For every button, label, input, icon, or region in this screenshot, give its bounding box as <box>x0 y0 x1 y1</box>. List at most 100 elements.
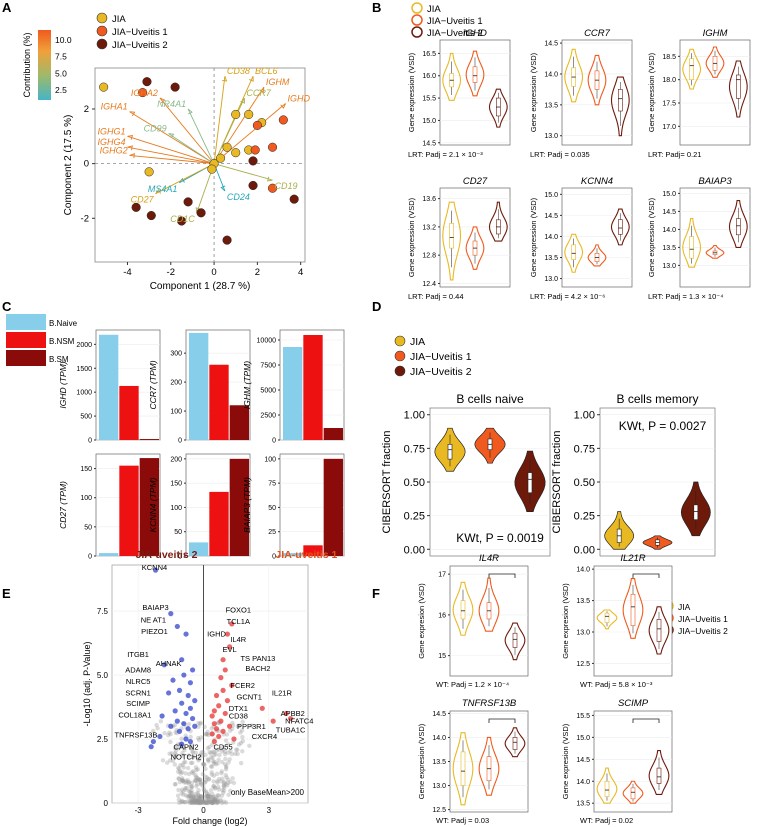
stat-caption: WT: Padj = 5.8 × 10⁻³ <box>580 680 653 689</box>
ns-point <box>192 797 198 802</box>
box <box>460 751 466 786</box>
box <box>604 612 610 623</box>
ns-point <box>224 775 229 780</box>
up-point <box>283 710 289 717</box>
loading-label: CCR7 <box>246 88 271 98</box>
x-tick-label: -3 <box>135 806 143 815</box>
loading-arrow <box>129 111 215 165</box>
ns-point <box>212 796 217 802</box>
legend-label: JIA−Uveitis 2 <box>678 626 728 636</box>
loading-label: IGHM <box>266 77 290 87</box>
ns-point <box>195 775 200 781</box>
up-point <box>224 631 231 637</box>
gene-title: SCIMP <box>618 698 649 709</box>
y-tick-label: 15.5 <box>576 713 590 720</box>
ns-point <box>205 775 210 780</box>
loading-arrowhead <box>266 176 273 182</box>
ns-point <box>209 726 214 731</box>
y-tick-label: 0 <box>88 438 92 445</box>
ns-point <box>190 798 195 803</box>
violin <box>622 578 644 639</box>
x-tick-label: 3 <box>267 806 272 815</box>
y-tick-label: 5000 <box>260 388 276 395</box>
pca-point <box>222 142 232 152</box>
down-point <box>187 738 193 745</box>
ns-point <box>180 753 185 758</box>
down-point <box>181 721 187 727</box>
y-tick-label: 2 <box>84 104 89 115</box>
ns-point <box>201 783 206 789</box>
pca-point <box>231 109 241 120</box>
colorbar-tick: 7.5 <box>55 52 67 62</box>
ns-point <box>188 746 194 751</box>
ns-point <box>240 739 246 744</box>
box <box>689 58 694 80</box>
ns-point <box>200 799 206 804</box>
ns-point <box>218 798 223 804</box>
ns-point <box>203 752 208 758</box>
ns-point <box>196 788 201 793</box>
panel-title: B cells memory <box>616 392 698 406</box>
ns-point <box>215 799 220 804</box>
ns-point <box>206 797 212 802</box>
up-point <box>227 644 233 650</box>
ns-point <box>200 799 205 804</box>
gene-label: APBB2 <box>281 709 305 718</box>
y-tick-label: 0 <box>104 799 109 808</box>
ns-point <box>194 799 200 805</box>
ns-point <box>190 754 196 760</box>
ns-point <box>210 755 215 761</box>
gene-label: SCIMP <box>126 699 150 708</box>
ns-point <box>219 769 225 774</box>
y-axis-title: CD27 (TPM) <box>58 481 68 529</box>
ns-point <box>223 773 228 778</box>
y-tick-label: 16.5 <box>422 51 436 58</box>
loading-arrowhead <box>159 97 166 104</box>
legend-marker <box>394 365 406 377</box>
ns-point <box>236 742 242 747</box>
loading-label: MS4A1 <box>148 184 178 194</box>
loading-arrowhead <box>259 87 265 93</box>
y-tick-label: 2500 <box>260 413 276 420</box>
ns-point <box>197 799 202 804</box>
pca-point <box>177 216 187 226</box>
pca-point <box>216 153 226 163</box>
gene-label: ITGB1 <box>127 650 149 659</box>
y-tick-label: 200 <box>170 380 182 387</box>
ns-point <box>205 729 210 734</box>
ns-point <box>183 793 189 798</box>
ns-point <box>180 762 185 768</box>
violin <box>452 732 474 806</box>
box <box>449 223 454 249</box>
ns-point <box>214 748 219 753</box>
y-tick-label: 14.5 <box>432 711 446 718</box>
legend-marker <box>394 335 406 347</box>
ns-point <box>221 783 227 789</box>
ns-point <box>179 798 184 804</box>
ns-point <box>191 798 196 804</box>
ns-point <box>188 794 193 799</box>
violin <box>488 201 508 242</box>
pca-point <box>170 82 180 92</box>
ns-point <box>189 790 195 796</box>
bar <box>323 428 343 440</box>
loading-arrow <box>213 103 286 164</box>
y-axis-title: Gene expresion (VSD) <box>417 723 426 799</box>
y-tick-label: 13.0 <box>432 783 446 790</box>
ns-point <box>173 748 179 753</box>
pca-point <box>252 120 262 130</box>
ns-point <box>209 770 214 775</box>
ns-point <box>215 793 221 798</box>
x-tick-label: 0 <box>201 806 206 815</box>
ns-point <box>221 788 227 793</box>
ns-point <box>195 800 201 806</box>
ns-point <box>200 797 206 802</box>
loading-arrowhead <box>127 135 134 140</box>
up-point <box>229 682 235 688</box>
violin <box>682 48 702 90</box>
y-tick-label: 15.0 <box>662 191 676 198</box>
loading-arrow <box>168 133 215 165</box>
y-tick-label: 0 <box>178 554 182 561</box>
ns-point <box>239 728 245 733</box>
y-tick-label: 14.5 <box>662 209 676 216</box>
